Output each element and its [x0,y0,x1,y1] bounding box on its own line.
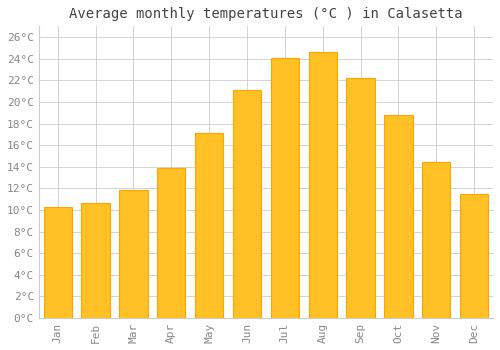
Bar [82,203,110,318]
Bar [44,207,72,318]
Bar [157,168,186,318]
Bar [308,52,337,318]
Bar [119,190,148,318]
Bar [270,58,299,318]
Title: Average monthly temperatures (°C ) in Calasetta: Average monthly temperatures (°C ) in Ca… [69,7,462,21]
Bar [195,133,224,318]
Bar [384,115,412,318]
Bar [422,162,450,318]
Bar [346,78,375,318]
Bar [460,194,488,318]
Bar [233,90,261,318]
